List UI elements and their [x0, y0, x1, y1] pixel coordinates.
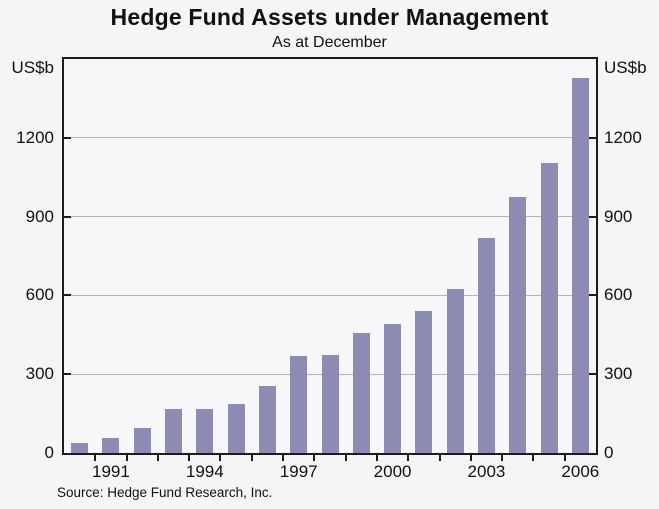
x-axis-label-2006: 2006 [561, 462, 600, 481]
grid-line-600 [64, 294, 596, 296]
x-tick-1 [94, 455, 97, 461]
x-tick-9 [344, 455, 347, 461]
y-axis-label-left-0: 0 [44, 443, 54, 462]
bar-2001 [415, 311, 433, 453]
x-tick-4 [188, 455, 191, 461]
y-axis-unit-left: US$b [11, 58, 54, 77]
x-tick-7 [282, 455, 285, 461]
x-tick-2 [125, 455, 128, 461]
grid-line-1200 [64, 137, 596, 139]
y-axis-label-right-0: 0 [604, 443, 614, 462]
y-axis-label-left-300: 300 [25, 364, 54, 384]
bar-1997 [290, 356, 308, 453]
chart-subtitle: As at December [272, 34, 387, 51]
y-tick-left-900 [64, 215, 71, 218]
y-tick-right-300 [589, 373, 596, 376]
bar-2000 [384, 324, 402, 453]
y-axis-label-left-900: 900 [25, 206, 54, 226]
chart-title: Hedge Fund Assets under Management [110, 4, 549, 30]
bar-1994 [196, 409, 214, 453]
x-tick-6 [250, 455, 253, 461]
bar-1991 [102, 437, 120, 453]
x-axis-label-1991: 1991 [92, 462, 130, 481]
bar-1995 [227, 404, 245, 453]
x-tick-10 [375, 455, 378, 461]
bar-2002 [446, 288, 464, 453]
x-tick-16 [563, 455, 566, 461]
x-tick-8 [313, 455, 316, 461]
x-tick-5 [219, 455, 222, 461]
x-tick-13 [469, 455, 472, 461]
bar-1999 [352, 333, 370, 453]
bar-2004 [509, 197, 527, 453]
y-tick-left-1200 [64, 136, 71, 139]
bar-2005 [540, 162, 558, 453]
grid-line-900 [64, 216, 596, 218]
source-note: Source: Hedge Fund Research, Inc. [57, 485, 273, 500]
bar-1993 [165, 408, 183, 453]
bar-1996 [258, 385, 276, 453]
y-tick-right-1200 [589, 136, 596, 139]
x-axis-label-1994: 1994 [185, 462, 224, 481]
x-axis-label-1997: 1997 [279, 462, 318, 481]
bar-1990 [71, 442, 89, 453]
x-axis-label-2000: 2000 [373, 462, 412, 481]
y-axis-label-right-300: 300 [604, 364, 633, 384]
y-axis-label-right-1200: 1200 [604, 127, 642, 147]
x-tick-15 [532, 455, 535, 461]
y-axis-label-right-600: 600 [604, 285, 633, 305]
y-tick-left-300 [64, 373, 71, 376]
bar-2006 [571, 78, 589, 453]
y-tick-right-600 [589, 294, 596, 297]
y-tick-left-600 [64, 294, 71, 297]
x-tick-3 [156, 455, 159, 461]
bar-2003 [477, 237, 495, 453]
x-tick-14 [501, 455, 504, 461]
x-tick-11 [407, 455, 410, 461]
x-tick-12 [438, 455, 441, 461]
bar-1998 [321, 354, 339, 453]
bar-1992 [133, 427, 151, 453]
y-axis-label-left-1200: 1200 [16, 127, 54, 147]
y-axis-label-left-600: 600 [25, 285, 54, 305]
y-tick-right-900 [589, 215, 596, 218]
plot-area [62, 57, 598, 455]
y-axis-label-right-900: 900 [604, 206, 633, 226]
y-axis-unit-right: US$b [604, 58, 647, 77]
x-axis-label-2003: 2003 [467, 462, 506, 481]
